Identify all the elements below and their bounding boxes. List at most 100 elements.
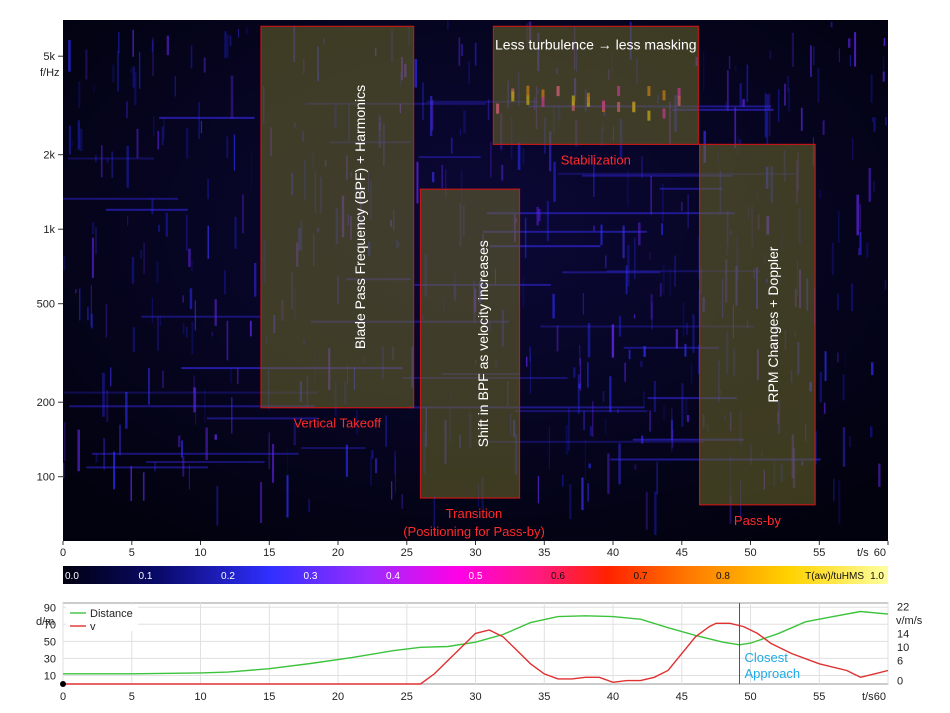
spectrogram-streak	[871, 362, 874, 376]
colorbar-tick-label: 0.0	[65, 571, 79, 582]
spectrogram-streak	[844, 356, 846, 368]
spectrogram-streak	[156, 261, 159, 283]
spectrogram-streak	[764, 93, 767, 138]
spectrogram-streak	[224, 31, 227, 59]
spectrogram-streak	[728, 56, 731, 69]
spectrogram-streak	[490, 141, 492, 178]
spectrogram-streak	[132, 327, 136, 353]
spectrogram-streak	[152, 37, 154, 76]
line-plot-left-axis-label: d/m	[36, 616, 54, 628]
region-label-1-1: (Positioning for Pass-by)	[403, 524, 545, 539]
origin-marker	[60, 681, 66, 687]
spectrogram-streak	[474, 42, 477, 66]
spectrogram-streak	[463, 110, 466, 134]
x-tick-label: 0	[60, 547, 66, 559]
legend-label-v: v	[90, 621, 96, 633]
spectrogram-streak	[552, 293, 555, 319]
spectrogram-band	[91, 452, 299, 455]
right-tick-label: 0	[897, 676, 903, 688]
spectrogram-streak	[63, 256, 66, 271]
spectrogram-streak	[675, 329, 678, 349]
spectrogram-streak	[143, 242, 145, 274]
spectrogram-streak	[191, 259, 193, 271]
spectrogram-streak	[151, 298, 153, 323]
colorbar-tick-label: 0.2	[221, 571, 235, 582]
spectrogram-streak	[662, 183, 664, 222]
x-tick-label: 15	[263, 547, 275, 559]
spectrogram-streak	[182, 456, 185, 477]
spectrogram-streak	[868, 168, 871, 202]
colorbar-ticks: 0.0 0.1 0.2 0.3 0.4 0.5 0.6 0.7 0.8 1.0 T(aw)/tuHM…	[65, 571, 884, 582]
spectrogram-streak	[461, 170, 463, 202]
spectrogram-band	[64, 391, 318, 394]
spectrogram-streak	[68, 125, 71, 155]
spectrogram-streak	[77, 120, 80, 150]
region-box-2	[492, 25, 699, 145]
colorbar-tick-label: 0.8	[716, 571, 730, 582]
spectrogram-streak	[153, 115, 155, 137]
spectrogram-streak	[501, 164, 504, 181]
x-tick-label: 40	[607, 547, 619, 559]
spectrogram-streak	[791, 32, 794, 67]
line-plot-x-axis-label: t/s	[862, 691, 874, 703]
x-tick-label: 20	[332, 691, 344, 703]
spectrogram-streak	[684, 343, 687, 357]
spectrogram-x-axis-label: t/s	[857, 547, 869, 559]
spectrogram-band	[301, 447, 366, 450]
right-tick-label: 10	[897, 642, 909, 654]
spectrogram-streak	[125, 391, 128, 429]
left-tick-label: 10	[44, 671, 56, 683]
spectrogram-streak	[231, 397, 233, 434]
spectrogram-band	[540, 325, 755, 328]
spectrogram-streak	[131, 256, 135, 284]
spectrogram-streak	[345, 444, 348, 477]
x-tick-label: 10	[194, 547, 206, 559]
spectrogram-streak	[878, 463, 881, 487]
spectrogram-streak	[587, 483, 589, 502]
spectrogram-streak	[833, 478, 835, 502]
spectrogram-streak	[91, 221, 95, 235]
spectrogram-streak	[734, 107, 737, 148]
spectrogram-band	[146, 461, 265, 463]
spectrogram-streak	[873, 181, 875, 192]
spectrogram-streak	[663, 405, 666, 421]
spectrogram-streak	[529, 346, 531, 362]
spectrogram-streak	[883, 38, 886, 47]
spectrogram-streak	[79, 128, 83, 152]
spectrogram-streak	[237, 28, 240, 38]
spectrogram-streak	[578, 344, 581, 366]
region-inner-text-2: Less turbulence → less masking	[495, 36, 697, 52]
spectrogram-band	[408, 406, 645, 409]
spectrogram-streak	[185, 326, 188, 338]
spectrogram-streak	[649, 410, 651, 432]
spectrogram-band	[647, 397, 737, 400]
left-tick-label: 30	[44, 653, 56, 665]
spectrogram-streak	[140, 250, 142, 259]
spectrogram-streak	[830, 21, 833, 28]
spectrogram-streak	[649, 252, 651, 260]
spectrogram-streak	[600, 224, 603, 245]
spectrogram-streak	[286, 475, 289, 518]
spectrogram-y-axis-label: f/Hz	[40, 67, 60, 79]
spectrogram-streak	[185, 214, 188, 251]
spectrogram-streak	[766, 111, 769, 145]
y-tick-label: 200	[37, 397, 55, 409]
line-plot-left-axis: 10 30 50 70 90	[44, 602, 56, 682]
spectrogram-streak	[188, 248, 191, 267]
colorbar-label: T(aw)/tuHMS	[805, 571, 864, 582]
spectrogram-streak	[136, 128, 139, 159]
x-tick-label: 20	[332, 547, 344, 559]
spectrogram-streak	[842, 427, 846, 467]
spectrogram-streak	[193, 387, 196, 413]
spectrogram-streak	[130, 68, 133, 74]
spectrogram-streak	[431, 99, 434, 131]
spectrogram-streak	[685, 397, 688, 422]
spectrogram-streak	[589, 426, 593, 437]
region-box-1	[419, 188, 521, 499]
spectrogram-streak	[254, 263, 257, 297]
spectrogram-streak	[142, 472, 145, 501]
spectrogram-streak	[682, 302, 685, 337]
spectrogram-streak	[95, 227, 97, 255]
spectrogram-streak	[641, 156, 643, 178]
spectrogram-streak	[819, 190, 821, 199]
